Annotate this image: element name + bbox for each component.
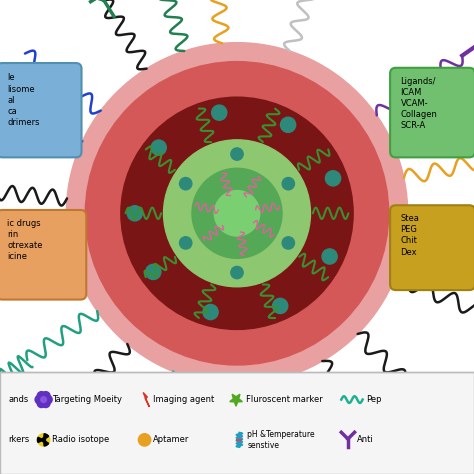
Circle shape xyxy=(35,395,44,404)
Circle shape xyxy=(428,404,436,412)
Wedge shape xyxy=(418,402,427,413)
Circle shape xyxy=(418,394,445,421)
Text: le
lisome
al
ca
drimers: le lisome al ca drimers xyxy=(7,73,40,127)
Circle shape xyxy=(41,392,50,400)
Text: ands: ands xyxy=(9,395,29,404)
Circle shape xyxy=(180,178,192,190)
Polygon shape xyxy=(143,392,149,407)
Text: Pep: Pep xyxy=(366,395,382,404)
FancyBboxPatch shape xyxy=(0,372,474,474)
Text: Aptamer: Aptamer xyxy=(153,436,189,444)
Circle shape xyxy=(37,434,50,446)
Circle shape xyxy=(121,97,353,329)
Circle shape xyxy=(164,140,310,287)
Text: Stea
PEG
Chit
Dex: Stea PEG Chit Dex xyxy=(401,214,419,256)
Wedge shape xyxy=(37,438,41,442)
Circle shape xyxy=(66,43,408,384)
Circle shape xyxy=(326,171,341,186)
Circle shape xyxy=(273,298,288,313)
Circle shape xyxy=(231,148,243,160)
Circle shape xyxy=(42,438,46,442)
Wedge shape xyxy=(432,394,442,405)
FancyBboxPatch shape xyxy=(0,63,82,157)
Circle shape xyxy=(188,460,206,474)
Circle shape xyxy=(37,399,46,408)
Text: Anti: Anti xyxy=(356,436,373,444)
Circle shape xyxy=(231,266,243,279)
Circle shape xyxy=(44,395,52,404)
Text: Targeting Moeity: Targeting Moeity xyxy=(52,395,122,404)
Circle shape xyxy=(41,399,50,408)
Text: Fluroscent marker: Fluroscent marker xyxy=(246,395,322,404)
Text: pH &Temperature
senstive: pH &Temperature senstive xyxy=(247,430,315,449)
Circle shape xyxy=(214,191,260,236)
Circle shape xyxy=(210,473,228,474)
Polygon shape xyxy=(53,405,80,431)
Circle shape xyxy=(0,268,5,289)
Circle shape xyxy=(203,304,218,319)
Text: Imaging agent: Imaging agent xyxy=(153,395,214,404)
Text: ic drugs
rin
otrexate
icine: ic drugs rin otrexate icine xyxy=(7,219,43,261)
Circle shape xyxy=(282,237,294,249)
Text: Ligands/
ICAM
VCAM-
Collagen
SCR-A: Ligands/ ICAM VCAM- Collagen SCR-A xyxy=(401,77,438,130)
Circle shape xyxy=(146,264,161,280)
Circle shape xyxy=(37,392,46,400)
Circle shape xyxy=(192,168,282,258)
Circle shape xyxy=(322,249,337,264)
Wedge shape xyxy=(44,441,49,446)
Wedge shape xyxy=(432,411,442,421)
Text: rkers: rkers xyxy=(9,436,30,444)
FancyBboxPatch shape xyxy=(390,68,474,157)
Text: Radio isotope: Radio isotope xyxy=(52,436,109,444)
Circle shape xyxy=(85,62,389,365)
Circle shape xyxy=(151,140,166,155)
Circle shape xyxy=(138,434,151,446)
Circle shape xyxy=(181,473,199,474)
Wedge shape xyxy=(44,434,49,438)
Circle shape xyxy=(202,460,220,474)
Circle shape xyxy=(282,178,294,190)
FancyBboxPatch shape xyxy=(0,210,86,300)
Circle shape xyxy=(180,237,192,249)
Circle shape xyxy=(212,105,227,120)
Polygon shape xyxy=(367,425,378,455)
Circle shape xyxy=(281,117,296,132)
FancyBboxPatch shape xyxy=(390,205,474,290)
Polygon shape xyxy=(230,394,242,406)
Circle shape xyxy=(41,397,46,402)
Circle shape xyxy=(127,206,142,221)
